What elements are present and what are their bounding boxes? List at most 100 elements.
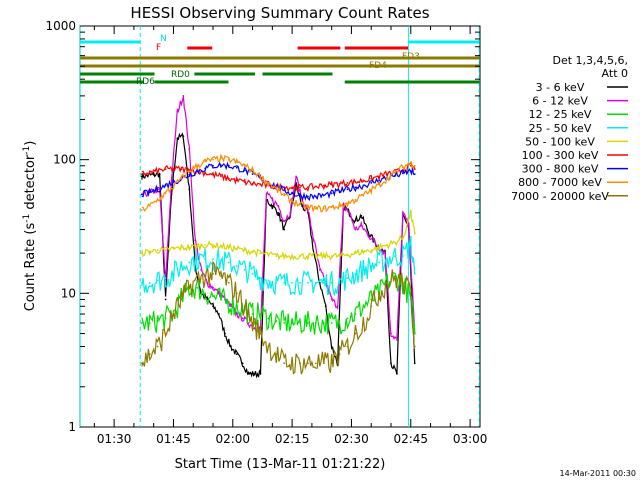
flag-label-1: F: [156, 43, 161, 53]
series-4-point-2: [156, 249, 159, 252]
series-6-point-18: [283, 189, 286, 192]
series-0-point-12: [212, 305, 214, 308]
legend-label-3: 25 - 50 keV: [529, 122, 592, 135]
series-7-point-27: [354, 199, 357, 201]
series-8-point-2: [156, 345, 159, 348]
series-4-point-8: [204, 244, 207, 246]
series-5-point-14: [251, 182, 254, 185]
series-8-point-5: [180, 298, 183, 301]
series-6-point-8: [204, 167, 207, 170]
series-5-point-22: [314, 185, 317, 188]
y-tick-label-0: 1: [68, 420, 76, 434]
series-4-point-25: [338, 255, 341, 257]
series-8-point-13: [243, 305, 246, 308]
series-1-point-5: [170, 179, 173, 182]
x-tick-label-4: 02:30: [334, 432, 369, 446]
series-2-point-20: [299, 322, 301, 324]
series-2-point-1: [148, 322, 151, 324]
series-7-point-0: [140, 209, 143, 211]
legend-label-5: 100 - 300 keV: [522, 149, 599, 162]
series-3-point-15: [259, 277, 262, 280]
series-1-point-8: [188, 148, 191, 150]
series-8-point-4: [172, 313, 175, 315]
y-axis-label-mid: detector: [23, 154, 38, 214]
series-5-point-12: [235, 179, 238, 182]
series-0-point-7: [182, 135, 185, 138]
series-0-point-4: [164, 298, 167, 301]
series-4-point-31: [386, 244, 388, 246]
series-2-point-26: [346, 317, 349, 320]
series-8-point-16: [267, 345, 270, 348]
series-6-point-25: [338, 190, 341, 193]
series-0-point-6: [176, 137, 179, 139]
series-1-point-3: [158, 188, 161, 191]
series-5-point-13: [243, 181, 246, 183]
series-7-point-8: [204, 160, 207, 163]
series-3-point-9: [212, 258, 214, 261]
series-4-point-0: [140, 252, 143, 254]
series-7-point-34: [409, 161, 412, 164]
series-1-point-9: [194, 239, 197, 242]
legend-label-8: 7000 - 20000 keV: [511, 190, 609, 203]
series-1-point-19: [253, 327, 256, 329]
series-8-point-27: [354, 332, 357, 335]
series-7-point-9: [212, 158, 214, 161]
series-1-point-12: [212, 286, 214, 289]
series-4-point-26: [346, 253, 349, 256]
flag-label-2: FD3: [402, 52, 420, 62]
series-2-point-18: [283, 322, 286, 324]
series-2-point-27: [354, 313, 357, 315]
series-1-point-42: [390, 332, 392, 335]
series-5-point-2: [156, 170, 159, 173]
series-6-point-2: [156, 188, 159, 191]
series-0-point-3: [158, 173, 161, 175]
series-5-point-30: [378, 175, 381, 178]
series-1-point-10: [200, 268, 203, 271]
series-0-point-31: [324, 305, 327, 308]
series-6-point-29: [370, 182, 373, 184]
series-group: [140, 94, 416, 379]
series-1-point-35: [348, 211, 351, 214]
series-4-point-4: [172, 247, 175, 250]
series-5-point-23: [322, 184, 325, 187]
series-4-point-33: [401, 236, 404, 239]
series-7-point-12: [235, 161, 238, 163]
legend-label-7: 800 - 7000 keV: [518, 176, 602, 189]
series-8-point-31: [386, 281, 388, 284]
x-tick-label-3: 02:15: [275, 432, 310, 446]
series-6-point-0: [140, 193, 143, 196]
y-tick-label-2: 100: [53, 153, 76, 167]
x-axis-label: Start Time (13-Mar-11 01:21:22): [175, 457, 386, 472]
series-1-point-39: [372, 239, 375, 242]
series-6-point-30: [378, 179, 381, 182]
series-7-point-25: [338, 205, 341, 207]
flag-bar-5: RD6: [80, 77, 480, 87]
series-0-point-15: [229, 345, 232, 348]
series-4-point-20: [299, 255, 301, 257]
series-7-point-1: [148, 205, 151, 207]
series-7-point-19: [291, 200, 294, 202]
series-2-point-35: [413, 332, 416, 335]
series-4-point-11: [227, 246, 230, 249]
series-6-point-7: [196, 170, 199, 173]
series-8-point-11: [227, 281, 230, 284]
series-0-point-42: [390, 362, 392, 365]
series-8-point-35: [413, 345, 416, 348]
series-1-point-36: [354, 228, 357, 231]
series-4-point-35: [413, 232, 416, 235]
series-1-point-38: [366, 232, 369, 235]
y-axis-label-main: Count Rate (s: [23, 223, 38, 312]
flag-bars: NF FD3 FD4 RD0 RD6: [80, 34, 480, 87]
series-8-point-1: [148, 353, 151, 356]
series-6-point-12: [235, 166, 238, 169]
series-7-point-13: [243, 164, 246, 167]
flag-bar-0: N: [80, 34, 480, 44]
series-6-point-6: [188, 173, 191, 176]
series-8-point-25: [338, 353, 341, 356]
series-1-point-25: [289, 211, 292, 214]
series-2-point-16: [267, 317, 270, 320]
series-8-point-26: [346, 345, 349, 348]
series-3-point-27: [354, 272, 357, 275]
series-4-point-9: [212, 244, 214, 246]
series-3-point-24: [330, 281, 333, 284]
